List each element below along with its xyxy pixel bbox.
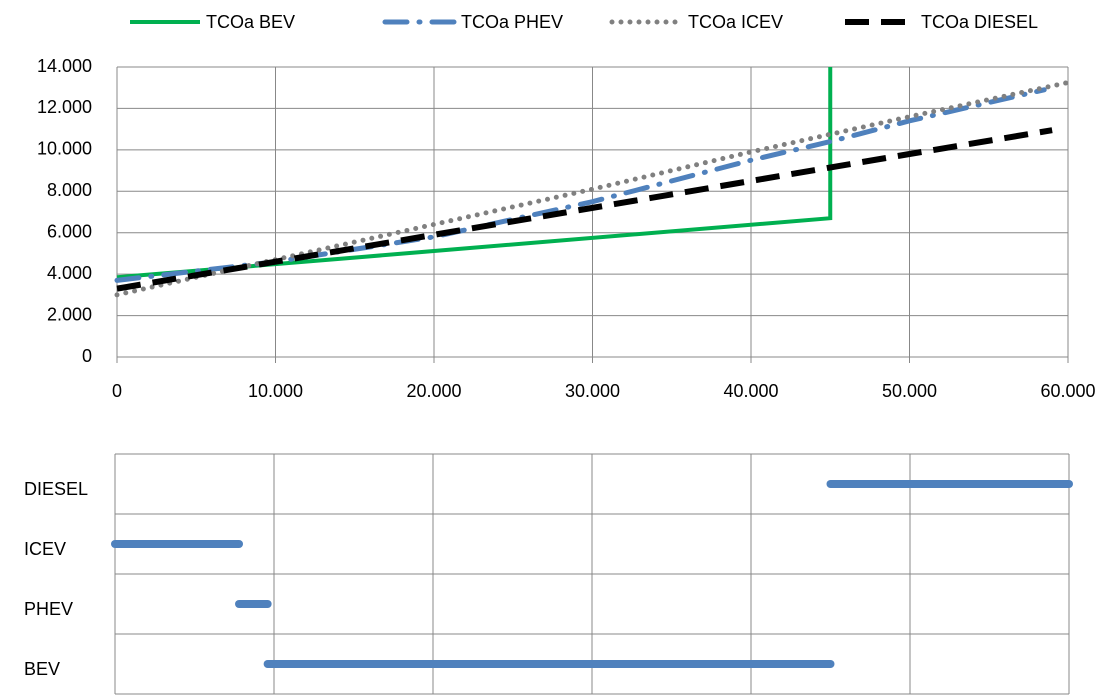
x-tick-label: 10.000 <box>248 381 303 401</box>
y-tick-label: 10.000 <box>37 139 92 159</box>
legend-label: TCOa BEV <box>206 12 295 32</box>
x-tick-label: 20.000 <box>406 381 461 401</box>
line-series <box>116 127 1053 292</box>
x-tick-label: 50.000 <box>882 381 937 401</box>
y-tick-label: 8.000 <box>47 180 92 200</box>
y-tick-label: 4.000 <box>47 263 92 283</box>
y-tick-label: 6.000 <box>47 221 92 241</box>
y-tick-label: 14.000 <box>37 56 92 76</box>
legend-label: TCOa DIESEL <box>921 12 1038 32</box>
legend-label: TCOa PHEV <box>461 12 563 32</box>
x-tick-label: 30.000 <box>565 381 620 401</box>
y-tick-label: 0 <box>82 346 92 366</box>
y-tick-label: 2.000 <box>47 304 92 324</box>
x-tick-label: 0 <box>112 381 122 401</box>
x-tick-label: 60.000 <box>1040 381 1095 401</box>
y-tick-label: 12.000 <box>37 97 92 117</box>
y-category-label: BEV <box>24 659 60 679</box>
legend-label: TCOa ICEV <box>688 12 783 32</box>
y-category-label: ICEV <box>24 539 66 559</box>
y-category-label: DIESEL <box>24 479 88 499</box>
y-category-label: PHEV <box>24 599 73 619</box>
x-tick-label: 40.000 <box>723 381 778 401</box>
line-series <box>116 67 833 280</box>
